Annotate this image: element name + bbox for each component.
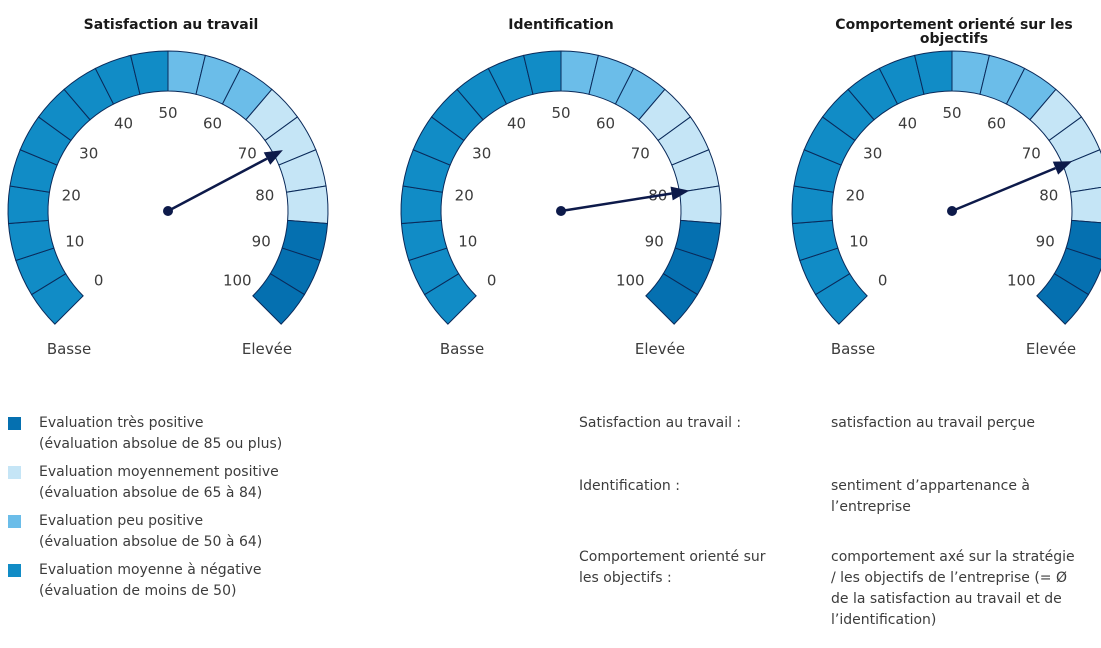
gauge-segment-moderately-positive [285,185,329,225]
gauge-tick-label: 100 [616,271,645,289]
gauge-tick-label: 40 [507,115,526,133]
gauge-tick-label: 50 [942,104,961,122]
gauge-tick-label: 70 [631,144,650,162]
gauge-segment-very-positive [645,273,699,325]
gauge-title-identification: Identification [508,17,614,33]
definition-row: Identification : sentiment d’appartenanc… [579,476,1094,547]
gauge-tick-label: 60 [203,115,222,133]
gauge-needle [167,157,268,213]
gauge-tick-label: 30 [79,144,98,162]
gauge-high-label: Elevée [1026,340,1076,358]
gauge-tick-label: 10 [849,232,868,250]
gauge-low-label: Basse [831,340,875,358]
gauge-needle-arrowhead [1052,161,1073,175]
gauge-tick-label: 50 [551,104,570,122]
gauge-tick-label: 40 [114,115,133,133]
gauge-tick-label: 10 [458,232,477,250]
legend-swatch-very-positive [8,417,21,430]
legend-sub: (évaluation de moins de 50) [39,583,237,599]
gauge-needle-arrowhead [263,150,283,165]
gauge-tick-label: 10 [65,232,84,250]
gauge-high-label: Elevée [635,340,685,358]
gauge-tick-label: 60 [987,115,1006,133]
gauge-tick-label: 80 [255,187,274,205]
gauge-tick-label: 90 [252,232,271,250]
definition-row: Comportement orienté sur les objectifs :… [579,547,1094,631]
gauge-tick-label: 60 [596,115,615,133]
legend-swatch-average-negative [8,564,21,577]
definition-term: Comportement orienté sur les objectifs : [579,549,766,586]
gauge-needle-pivot [163,206,173,216]
legend-title: Evaluation moyennement positive [39,464,279,480]
definitions: Satisfaction au travail : satisfaction a… [579,413,1094,631]
gauge-tick-label: 40 [898,115,917,133]
gauge-high-label: Elevée [242,340,292,358]
gauge-tick-label: 30 [472,144,491,162]
gauge-needle-arrowhead [670,186,690,201]
gauge-title-comportement: Comportement orienté sur les objectifs [835,17,1073,47]
gauge-needle [951,166,1056,213]
gauge-low-label: Basse [440,340,484,358]
gauge-tick-label: 90 [1036,232,1055,250]
gauge-low-label: Basse [47,340,91,358]
legend-item-average-negative: Evaluation moyenne à négative (évaluatio… [8,560,428,609]
gauge-tick-label: 0 [94,271,104,289]
definition-row: Satisfaction au travail : satisfaction a… [579,413,1094,476]
legend-item-slightly-positive: Evaluation peu positive (évaluation abso… [8,511,428,560]
legend-sub: (évaluation absolue de 65 à 84) [39,485,263,501]
gauge-tick-label: 70 [238,144,257,162]
gauge-tick-label: 0 [487,271,497,289]
definition-desc: sentiment d’appartenance à l’entreprise [831,478,1031,515]
gauge-tick-label: 100 [1007,271,1036,289]
gauge-needle-pivot [947,206,957,216]
gauge-tick-label: 80 [1039,187,1058,205]
legend-item-moderately-positive: Evaluation moyennement positive (évaluat… [8,462,428,511]
definition-desc: comportement axé sur la stratégie / les … [831,549,1075,628]
gauge-tick-label: 90 [645,232,664,250]
definition-term: Satisfaction au travail : [579,415,742,431]
gauge-segment-very-positive [1036,273,1090,325]
legend-item-very-positive: Evaluation très positive (évaluation abs… [8,413,428,462]
gauge-tick-label: 30 [863,144,882,162]
legend-sub: (évaluation absolue de 50 à 64) [39,534,263,550]
gauge-title-satisfaction: Satisfaction au travail [83,17,259,33]
definition-desc: satisfaction au travail perçue [831,415,1035,431]
gauge-tick-label: 20 [62,187,81,205]
legend-swatch-slightly-positive [8,515,21,528]
legend-title: Evaluation moyenne à négative [39,562,262,578]
gauge-tick-label: 20 [455,187,474,205]
gauge-tick-label: 70 [1022,144,1041,162]
gauge-tick-label: 0 [878,271,888,289]
gauge-tick-label: 50 [158,104,177,122]
gauge-tick-label: 20 [846,187,865,205]
legend-title: Evaluation très positive [39,415,204,431]
gauge-segment-moderately-positive [1069,186,1101,224]
legend: Evaluation très positive (évaluation abs… [8,413,428,609]
gauge-needle-pivot [556,206,566,216]
definition-term: Identification : [579,478,680,494]
gauge-segment-very-positive [252,273,306,325]
gauge-tick-label: 100 [223,271,252,289]
gauge-needle [560,192,672,213]
legend-title: Evaluation peu positive [39,513,204,529]
legend-swatch-moderately-positive [8,466,21,479]
legend-sub: (évaluation absolue de 85 ou plus) [39,436,283,452]
